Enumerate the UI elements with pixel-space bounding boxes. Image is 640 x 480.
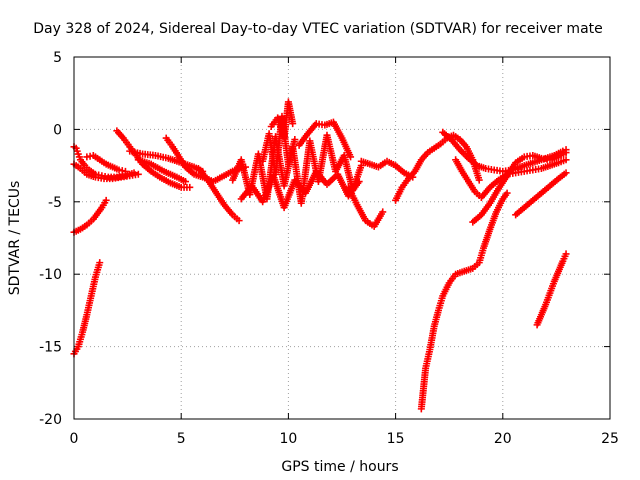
plot-frame: [73, 56, 611, 420]
series-track-k: [229, 131, 365, 207]
data-point: [503, 189, 511, 197]
data-point: [134, 170, 142, 178]
series-track-r: [392, 131, 483, 204]
x-tick-label: 0: [70, 431, 79, 447]
data-point: [379, 208, 387, 216]
y-tick-label: -5: [48, 195, 62, 211]
data-point: [475, 176, 483, 184]
y-tick-label: -10: [39, 267, 62, 283]
series-track-h: [134, 156, 189, 186]
series-track-w: [512, 169, 570, 219]
series-track-d: [70, 196, 110, 236]
series-track-v: [417, 189, 511, 413]
x-tick-label: 25: [601, 431, 619, 447]
series-track-b: [70, 160, 142, 183]
y-tick-labels: -20 -15 -10 -5 0 5: [39, 50, 62, 428]
data-point: [291, 136, 299, 144]
series-track-c: [83, 151, 129, 175]
series-track-u: [469, 149, 570, 226]
series-track-m: [267, 98, 297, 142]
x-tick-label: 10: [279, 431, 297, 447]
y-tick-label: -20: [39, 412, 62, 428]
series-track-o: [295, 118, 355, 161]
series-track-e: [70, 259, 104, 358]
series-track-n: [237, 167, 363, 212]
axis-ticks: [73, 56, 611, 420]
x-axis-label: GPS time / hours: [281, 459, 398, 475]
x-tick-label: 15: [387, 431, 405, 447]
data-point: [562, 156, 570, 164]
data-point: [562, 250, 570, 258]
data-point: [289, 120, 297, 128]
data-point: [562, 169, 570, 177]
series-track-p: [344, 183, 387, 230]
data-point: [186, 183, 194, 191]
x-tick-label: 20: [494, 431, 512, 447]
x-tick-label: 5: [177, 431, 186, 447]
series-track-x: [533, 250, 570, 329]
x-tick-labels: 0 5 10 15 20 25: [70, 431, 619, 447]
data-point: [102, 196, 110, 204]
data-point: [355, 178, 363, 186]
y-tick-label: 5: [53, 50, 62, 66]
grid-lines: [74, 57, 610, 419]
data-point: [235, 217, 243, 225]
data-point: [181, 178, 189, 186]
data-point: [121, 167, 129, 175]
data-point: [562, 149, 570, 157]
y-tick-label: -15: [39, 340, 62, 356]
series-track-j: [194, 164, 243, 225]
y-axis-label: SDTVAR / TECUs: [7, 181, 23, 296]
data-point: [347, 153, 355, 161]
data-point: [96, 259, 104, 267]
y-tick-label: 0: [53, 122, 62, 138]
data-series: [70, 98, 570, 413]
chart-title: Day 328 of 2024, Sidereal Day-to-day VTE…: [33, 21, 603, 37]
